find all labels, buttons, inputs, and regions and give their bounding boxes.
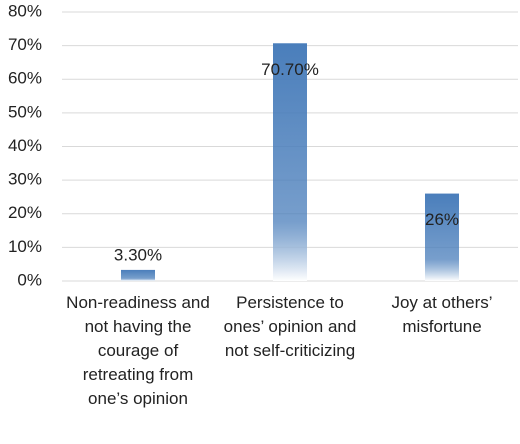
bar <box>273 43 307 281</box>
y-tick-label: 70% <box>8 35 42 54</box>
y-tick-label: 30% <box>8 170 42 189</box>
data-label: 70.70% <box>261 60 319 79</box>
x-tick-label: Joy at others’ misfortune <box>391 293 493 336</box>
y-tick-label: 20% <box>8 203 42 222</box>
y-tick-label: 0% <box>17 270 42 289</box>
data-label: 3.30% <box>114 245 162 264</box>
y-tick-label: 50% <box>8 102 42 121</box>
y-tick-label: 40% <box>8 136 42 155</box>
x-tick-label: Non-readiness and not having the courage… <box>66 293 210 408</box>
y-tick-label: 10% <box>8 237 42 256</box>
y-tick-label: 80% <box>8 1 42 20</box>
bar <box>425 193 459 281</box>
x-tick-label: Persistence to ones’ opinion and not sel… <box>223 293 357 360</box>
y-tick-label: 60% <box>8 69 42 88</box>
data-label: 26% <box>425 210 459 229</box>
bar <box>121 269 155 281</box>
